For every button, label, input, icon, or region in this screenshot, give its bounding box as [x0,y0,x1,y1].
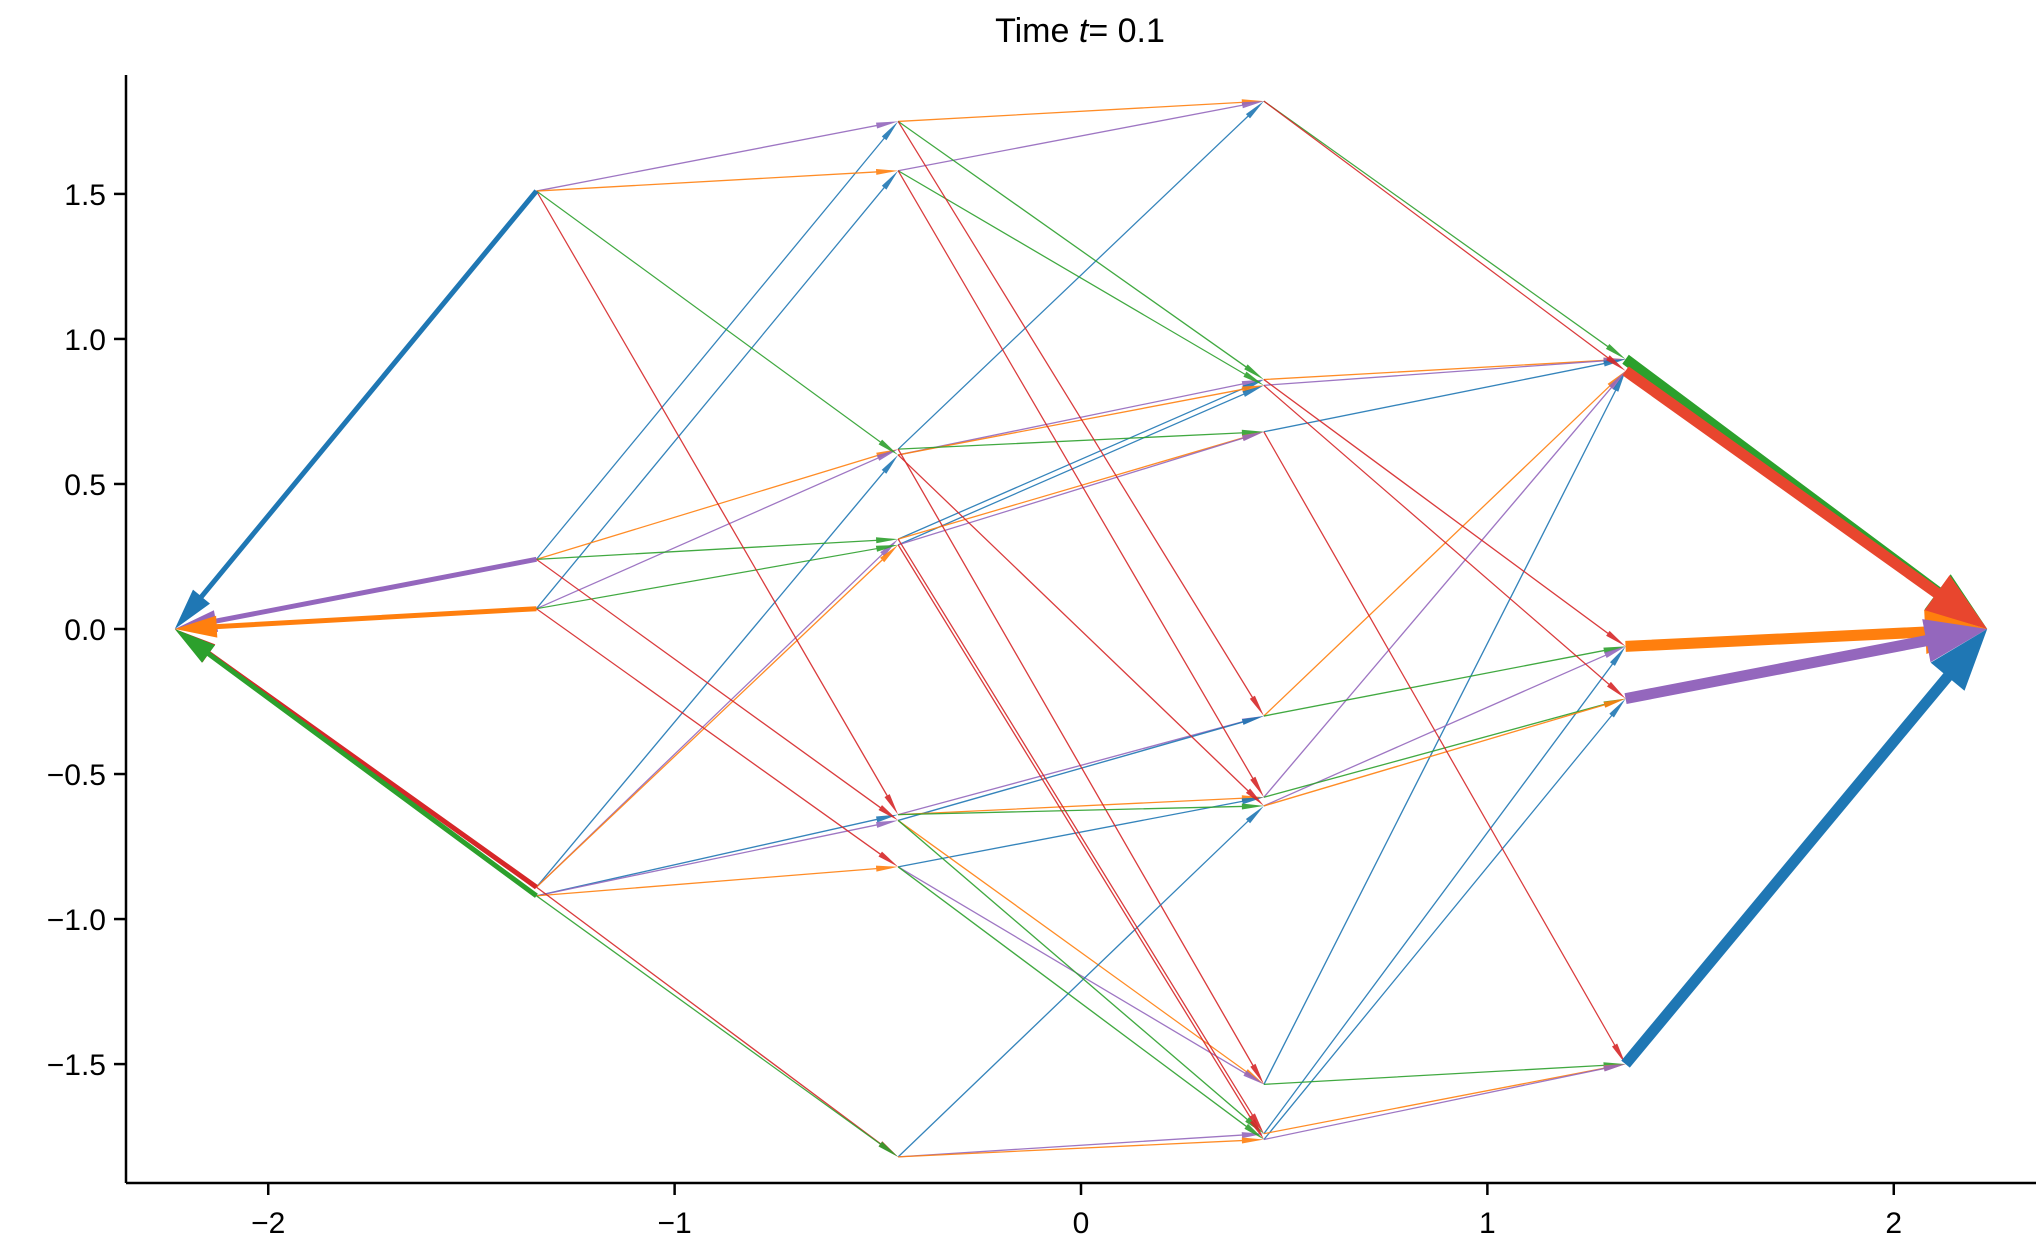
arrow-245-to-24 [898,797,1264,868]
axes-layer: −2 −1 0 1 2 −1.5 −1.0 −0.5 0.0 0.5 1.0 1.5 [47,75,2036,1240]
arrows-layer [174,99,1988,1158]
arrow-2345-to-345 [536,895,899,1157]
title-suffix: = 0.1 [1088,12,1165,50]
arrow-134-to-14 [898,385,1264,456]
y-tick-label: 1.0 [64,324,106,357]
arrow-145-to-45 [897,544,1264,1140]
y-tick-label: 0.5 [64,469,106,502]
arrow-1245-to-124 [535,170,899,610]
arrow-1234-to-123 [536,121,899,192]
arrow-1235-to-135 [536,537,899,560]
arrow-2345-to-234 [536,814,899,897]
arrow-1234-to-124 [536,169,899,192]
arrow-14-to-1 [1263,357,1626,386]
arrow-124-to-12 [898,101,1264,172]
arrow-1234-to-all [174,189,539,629]
arrow-35-to-3 [1263,646,1626,1135]
arrow-123-to-12 [898,99,1264,123]
arrow-45-to-5 [1263,1064,1626,1141]
y-tick-label: −0.5 [47,759,106,792]
arrow-13-to-1 [1263,357,1626,381]
arrow-2345-to-235 [536,820,899,897]
arrow-1245-to-245 [536,608,899,867]
arrow-5-to-0 [1621,629,1988,1068]
arrow-125-to-12 [897,101,1264,450]
arrow-123-to-23 [897,121,1264,717]
arrow-45-to-4 [1263,698,1626,1140]
arrow-1345-to-345 [536,886,899,1157]
arrow-2-to-0 [1622,366,1988,629]
arrow-1345-to-135 [536,539,899,888]
arrow-14-to-4 [1263,384,1626,699]
y-tick-label: −1.5 [47,1049,106,1082]
arrow-2345-to-245 [536,865,899,897]
arrow-24-to-2 [1263,370,1626,798]
arrow-235-to-23 [897,716,1264,822]
arrow-35-to-5 [1263,1064,1626,1135]
y-tick-label: 0.0 [64,614,106,647]
arrow-1345-to-145 [536,544,899,888]
x-tick-label: 1 [1479,1207,1496,1240]
arrow-124-to-14 [897,170,1264,386]
arrow-15-to-1 [1263,359,1626,433]
arrow-1235-to-all [174,556,537,632]
arrow-234-to-24 [898,795,1264,816]
arrow-1235-to-123 [535,121,899,560]
arrow-15-to-5 [1263,431,1626,1065]
arrow-235-to-25 [897,819,1264,1085]
x-tick-label: −2 [251,1207,285,1240]
arrow-135-to-13 [897,379,1264,540]
arrow-345-to-34 [897,805,1264,1158]
arrow-34-to-4 [1263,698,1626,807]
arrow-1345-to-134 [535,455,899,888]
arrow-34-to-3 [1263,646,1626,807]
arrow-234-to-34 [898,803,1264,816]
arrow-145-to-15 [897,431,1264,546]
arrow-123-to-13 [897,120,1264,380]
arrow-145-to-14 [897,385,1264,546]
x-tick-label: 2 [1885,1207,1902,1240]
arrow-124-to-24 [897,170,1264,798]
arrow-345-to-35 [898,1132,1264,1158]
title-prefix: Time [995,12,1079,50]
arrow-1235-to-125 [536,449,899,560]
arrow-1245-to-145 [536,544,899,610]
arrow-3-to-0 [1625,610,1988,654]
x-tick-label: 0 [1073,1207,1090,1240]
arrow-345-to-45 [898,1137,1264,1158]
x-tick-label: −1 [658,1207,692,1240]
y-tick-label: −1.0 [47,904,106,937]
arrow-23-to-2 [1263,370,1626,717]
arrow-134-to-34 [897,454,1264,806]
arrow-235-to-35 [897,819,1264,1134]
chart-title: Time t= 0.1 [995,12,1165,50]
arrow-125-to-15 [898,429,1264,450]
arrow-245-to-45 [897,866,1264,1140]
arrow-135-to-15 [897,431,1264,540]
arrow-12-to-2 [1263,100,1626,371]
arrow-1234-to-234 [535,190,899,815]
arrow-25-to-5 [1263,1062,1626,1085]
arrow-4-to-0 [1624,619,1988,704]
arrow-13-to-3 [1263,379,1626,647]
title-variable: t [1079,12,1090,50]
arrow-25-to-2 [1263,370,1626,1085]
y-tick-label: 1.5 [64,179,106,212]
arrow-1234-to-134 [536,190,899,455]
arrow-2345-to-all [174,629,538,898]
arrow-1245-to-all [174,606,537,638]
arrow-12-to-1 [1263,100,1626,360]
arrow-125-to-25 [897,448,1264,1085]
arrow-245-to-25 [897,866,1264,1085]
arrow-1245-to-125 [536,449,899,610]
arrow-135-to-35 [897,538,1264,1134]
arrow-1235-to-235 [536,558,899,821]
arrow-23-to-3 [1263,646,1626,717]
